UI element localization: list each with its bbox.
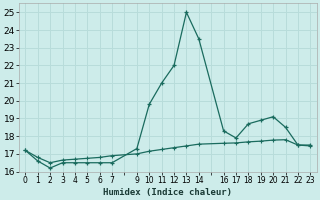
X-axis label: Humidex (Indice chaleur): Humidex (Indice chaleur) bbox=[103, 188, 232, 197]
